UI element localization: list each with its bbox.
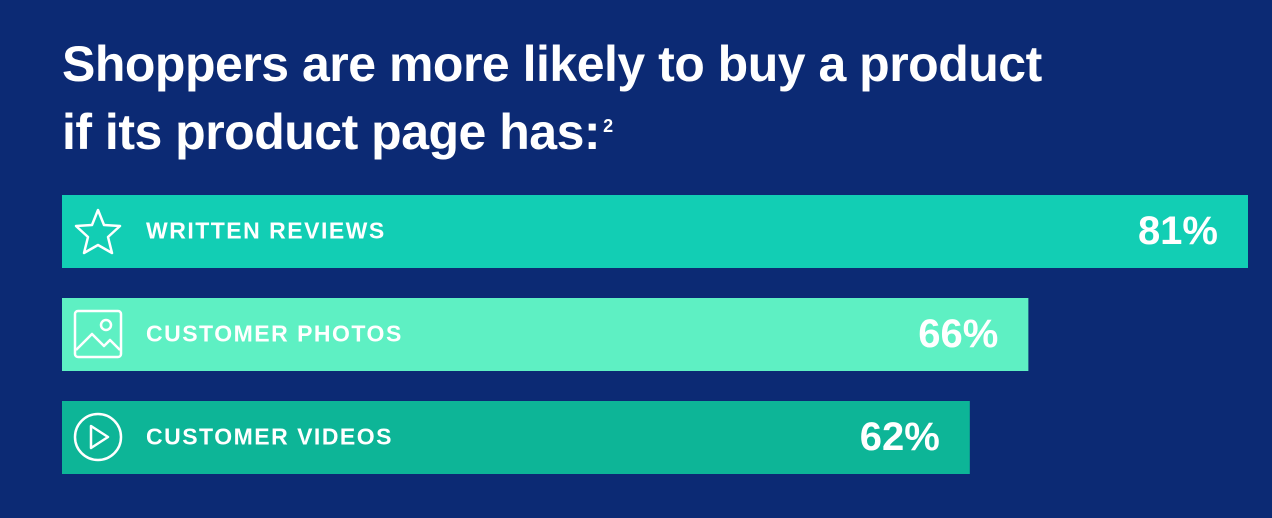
bar [62, 401, 970, 474]
title-footnote: 2 [603, 116, 613, 136]
value-label: 62% [860, 415, 940, 459]
photo-icon-sun [99, 318, 113, 332]
video-icon-play [89, 424, 110, 450]
video-icon [73, 412, 123, 462]
bar [62, 298, 1029, 371]
chart-title: Shoppers are more likely to buy a produc… [62, 30, 1062, 166]
title-text: Shoppers are more likely to buy a produc… [62, 36, 1042, 160]
star-icon [74, 208, 122, 255]
icons [73, 208, 123, 462]
photo-icon [73, 309, 123, 359]
bars [62, 195, 1248, 474]
bar [62, 195, 1248, 268]
category-label: CUSTOMER PHOTOS [146, 321, 403, 347]
photo-icon-hills [75, 332, 121, 351]
value-label: 66% [918, 312, 998, 356]
category-label: WRITTEN REVIEWS [146, 218, 386, 244]
category-label: CUSTOMER VIDEOS [146, 424, 393, 450]
value-label: 81% [1138, 209, 1218, 253]
